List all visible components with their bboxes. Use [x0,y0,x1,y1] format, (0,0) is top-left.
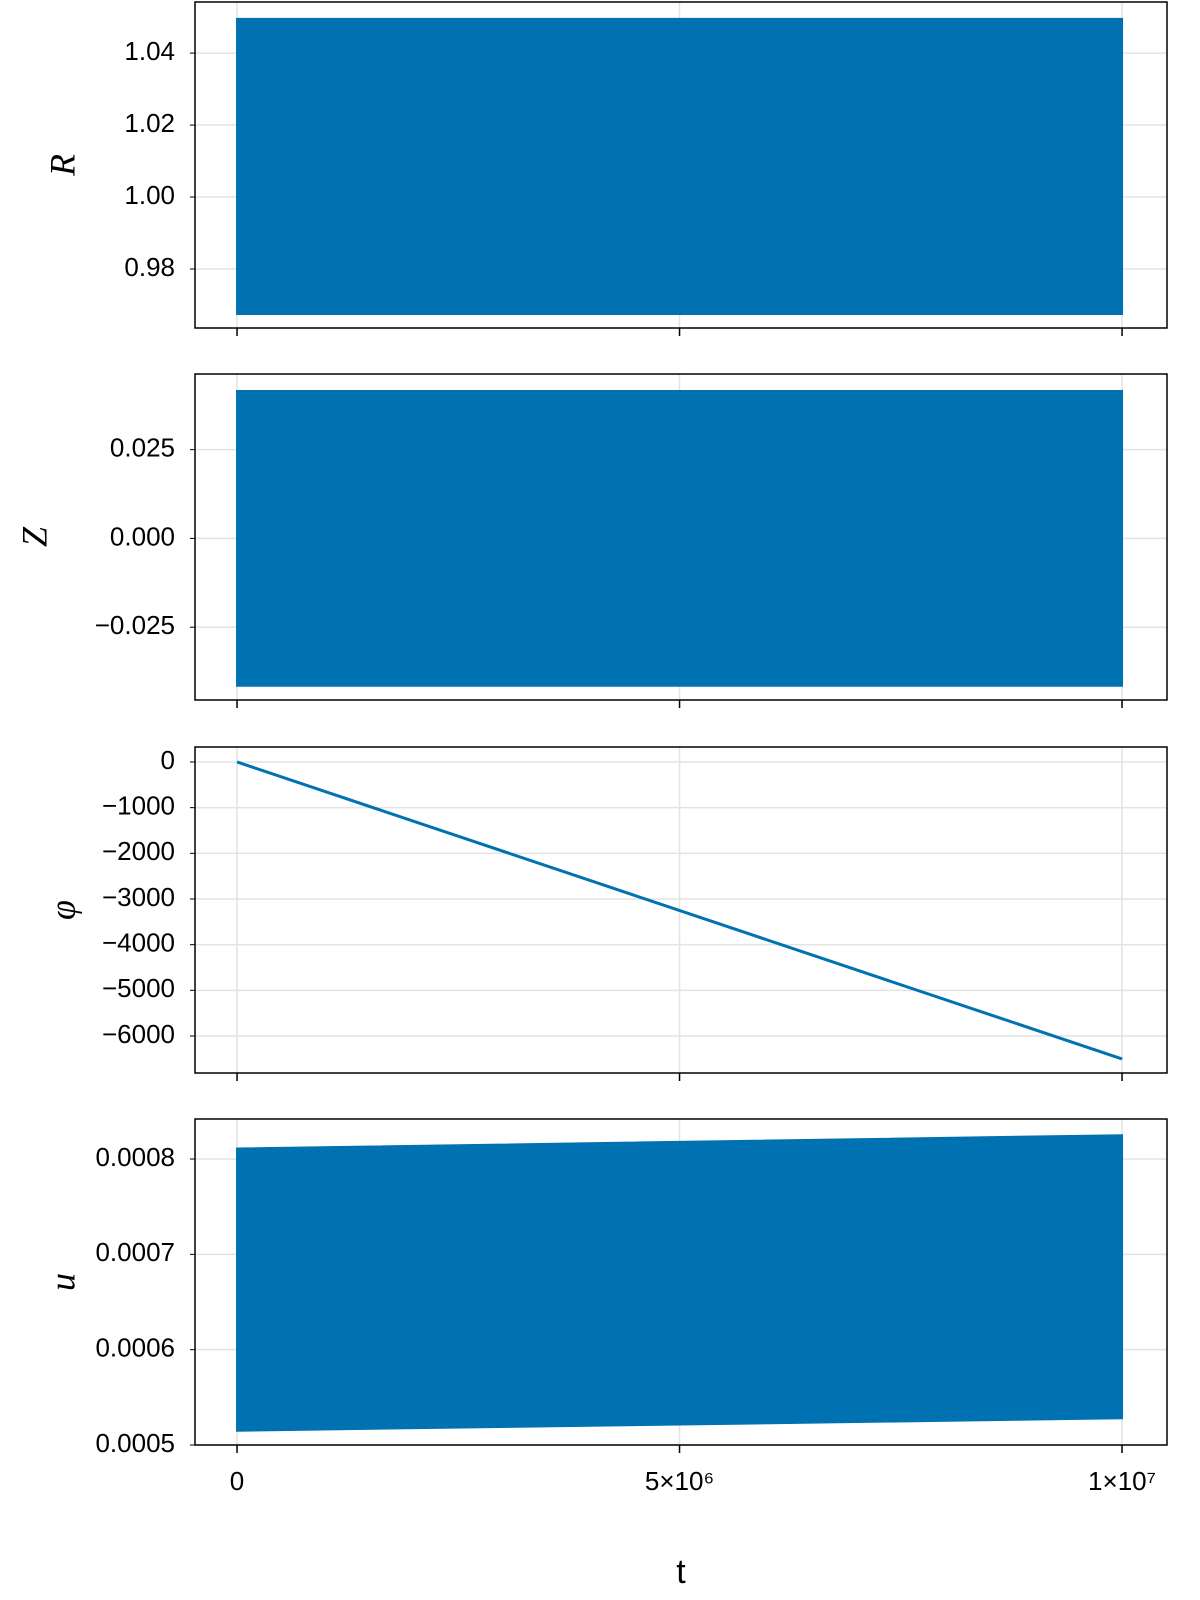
y-tick-label: 0.0005 [95,1428,175,1458]
x-tick-label: 0 [230,1466,244,1496]
axes-frame [194,1118,1168,1446]
y-axis-label: u [42,1273,82,1291]
oscillation-band [236,17,1124,315]
oscillation-band [236,390,1124,687]
y-tick-label: 0.98 [124,252,175,282]
axes-frame [194,746,1168,1074]
y-axis-label: R [42,154,82,177]
axes-frame [194,373,1168,701]
x-axis-label: t [676,1553,686,1591]
y-tick-label: −0.025 [95,610,175,640]
y-axis-label: φ [42,900,82,920]
y-tick-label: 0.0007 [95,1237,175,1267]
y-tick-label: 1.00 [124,180,175,210]
y-tick-label: −4000 [102,928,175,958]
y-tick-label: 0.000 [110,521,175,551]
y-tick-label: −1000 [102,791,175,821]
y-tick-label: −6000 [102,1019,175,1049]
oscillation-band [236,1134,1124,1432]
y-tick-label: −5000 [102,973,175,1003]
y-tick-label: 0.0006 [95,1333,175,1363]
y-tick-label: 1.04 [124,36,175,66]
data-line [236,760,1123,1061]
y-tick-label: 1.02 [124,108,175,138]
y-tick-label: 0.025 [110,433,175,463]
axes-frame [194,1,1168,329]
y-tick-label: 0.0008 [95,1142,175,1172]
x-tick-label: 5×10⁶ [645,1466,714,1496]
y-tick-label: −2000 [102,836,175,866]
y-axis-label: Z [14,526,54,547]
y-tick-label: 0 [161,745,175,775]
x-tick-label: 1×10⁷ [1088,1466,1156,1496]
y-tick-label: −3000 [102,882,175,912]
